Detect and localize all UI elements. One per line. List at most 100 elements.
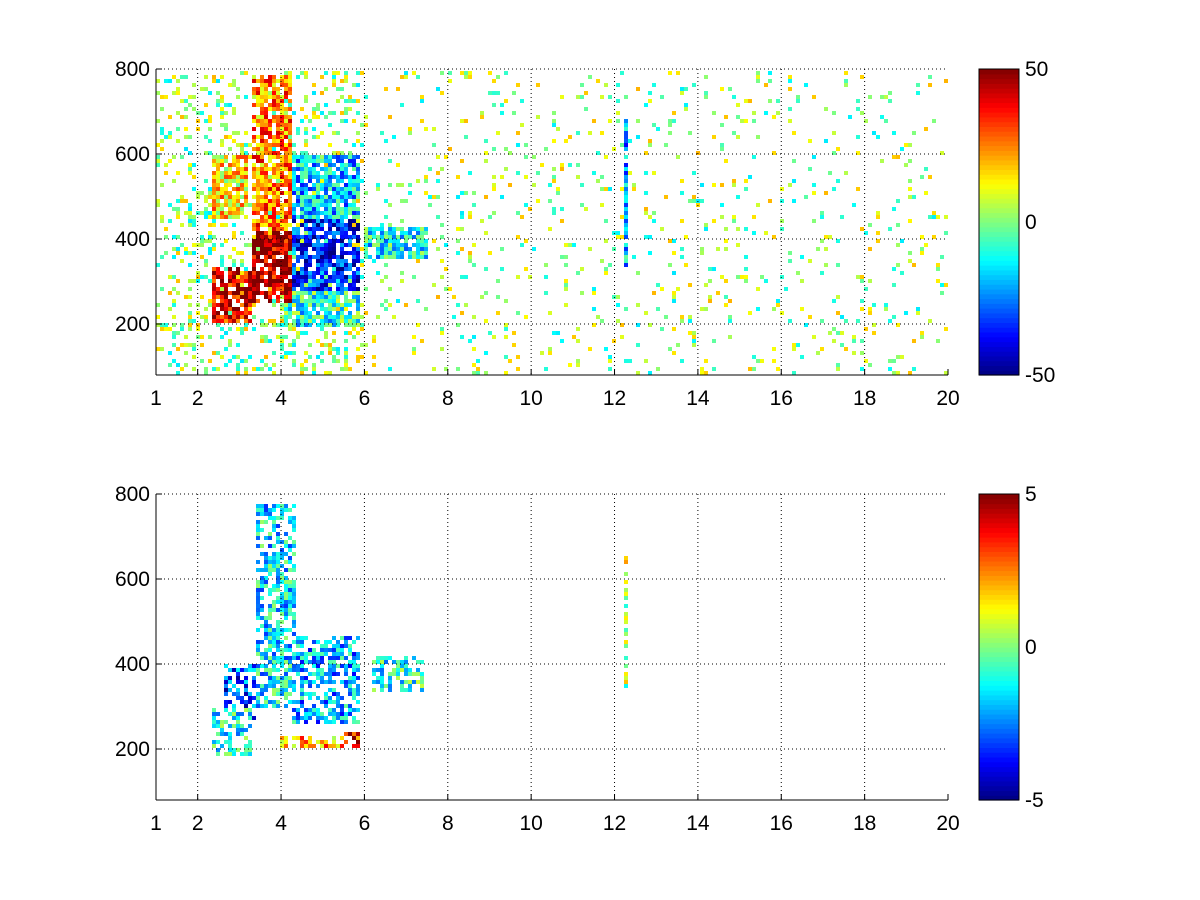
heatmap-cell [264, 247, 268, 251]
heatmap-cell [340, 311, 344, 315]
heatmap-cell [324, 115, 328, 119]
heatmap-cell [344, 75, 348, 79]
heatmap-cell [716, 291, 720, 295]
heatmap-cell [264, 127, 268, 131]
heatmap-cell [352, 83, 356, 87]
heatmap-cell [168, 219, 172, 223]
heatmap-cell [268, 239, 272, 243]
heatmap-cell [256, 536, 260, 540]
heatmap-cell [560, 219, 564, 223]
heatmap-cell [276, 560, 280, 564]
heatmap-cell [624, 167, 628, 171]
heatmap-cell [328, 223, 332, 227]
heatmap-cell [348, 99, 352, 103]
heatmap-cell [192, 319, 196, 323]
heatmap-cell [248, 319, 252, 323]
heatmap-cell [276, 299, 280, 303]
heatmap-cell [356, 199, 360, 203]
heatmap-cell [384, 656, 388, 660]
heatmap-cell [316, 163, 320, 167]
heatmap-cell [804, 195, 808, 199]
heatmap-cell [860, 75, 864, 79]
heatmap-cell [260, 131, 264, 135]
heatmap-cell [300, 247, 304, 251]
heatmap-cell [264, 83, 268, 87]
heatmap-cell [296, 283, 300, 287]
heatmap-cell [288, 183, 292, 187]
heatmap-cell [336, 692, 340, 696]
heatmap-cell [708, 279, 712, 283]
heatmap-cell [268, 147, 272, 151]
heatmap-cell [256, 159, 260, 163]
heatmap-cell [232, 355, 236, 359]
heatmap-cell [624, 183, 628, 187]
heatmap-cell [676, 155, 680, 159]
heatmap-cell [428, 167, 432, 171]
heatmap-cell [272, 528, 276, 532]
heatmap-cell [688, 283, 692, 287]
heatmap-cell [328, 211, 332, 215]
heatmap-cell [280, 648, 284, 652]
heatmap-cell [240, 359, 244, 363]
heatmap-cell [336, 151, 340, 155]
heatmap-cell [276, 87, 280, 91]
heatmap-cell [404, 235, 408, 239]
heatmap-cell [552, 211, 556, 215]
heatmap-cell [168, 351, 172, 355]
heatmap-cell [220, 283, 224, 287]
heatmap-cell [284, 600, 288, 604]
heatmap-cell [624, 616, 628, 620]
heatmap-cell [208, 195, 212, 199]
heatmap-cell [272, 608, 276, 612]
heatmap-cell [224, 720, 228, 724]
heatmap-cell [184, 75, 188, 79]
heatmap-cell [580, 291, 584, 295]
heatmap-cell [276, 219, 280, 223]
heatmap-cell [232, 187, 236, 191]
heatmap-cell [576, 175, 580, 179]
heatmap-cell [336, 347, 340, 351]
heatmap-cell [568, 363, 572, 367]
heatmap-cell [936, 263, 940, 267]
heatmap-cell [216, 163, 220, 167]
heatmap-cell [164, 227, 168, 231]
heatmap-cell [348, 732, 352, 736]
heatmap-cell [320, 744, 324, 748]
heatmap-cell [824, 235, 828, 239]
heatmap-cell [256, 147, 260, 151]
heatmap-cell [328, 167, 332, 171]
heatmap-cell [328, 287, 332, 291]
heatmap-cell [292, 187, 296, 191]
heatmap-cell [344, 71, 348, 75]
heatmap-cell [176, 111, 180, 115]
colorbar-swatch [979, 164, 1019, 171]
heatmap-cell [352, 255, 356, 259]
heatmap-cell [500, 111, 504, 115]
heatmap-cell [896, 155, 900, 159]
heatmap-cell [156, 91, 160, 95]
heatmap-cell [692, 339, 696, 343]
heatmap-cell [252, 696, 256, 700]
heatmap-cell [300, 179, 304, 183]
heatmap-cell [332, 668, 336, 672]
heatmap-cell [284, 127, 288, 131]
heatmap-cell [328, 171, 332, 175]
heatmap-cell [260, 323, 264, 327]
heatmap-cell [300, 299, 304, 303]
heatmap-cell [392, 235, 396, 239]
heatmap-cell [320, 291, 324, 295]
heatmap-cell [392, 239, 396, 243]
heatmap-cell [600, 95, 604, 99]
heatmap-cell [280, 111, 284, 115]
heatmap-cell [624, 155, 628, 159]
heatmap-cell [220, 327, 224, 331]
heatmap-cell [288, 279, 292, 283]
heatmap-cell [248, 287, 252, 291]
heatmap-cell [316, 267, 320, 271]
heatmap-cell [380, 255, 384, 259]
heatmap-cell [896, 199, 900, 203]
heatmap-cell [268, 676, 272, 680]
heatmap-cell [928, 319, 932, 323]
heatmap-cell [284, 676, 288, 680]
heatmap-cell [224, 732, 228, 736]
